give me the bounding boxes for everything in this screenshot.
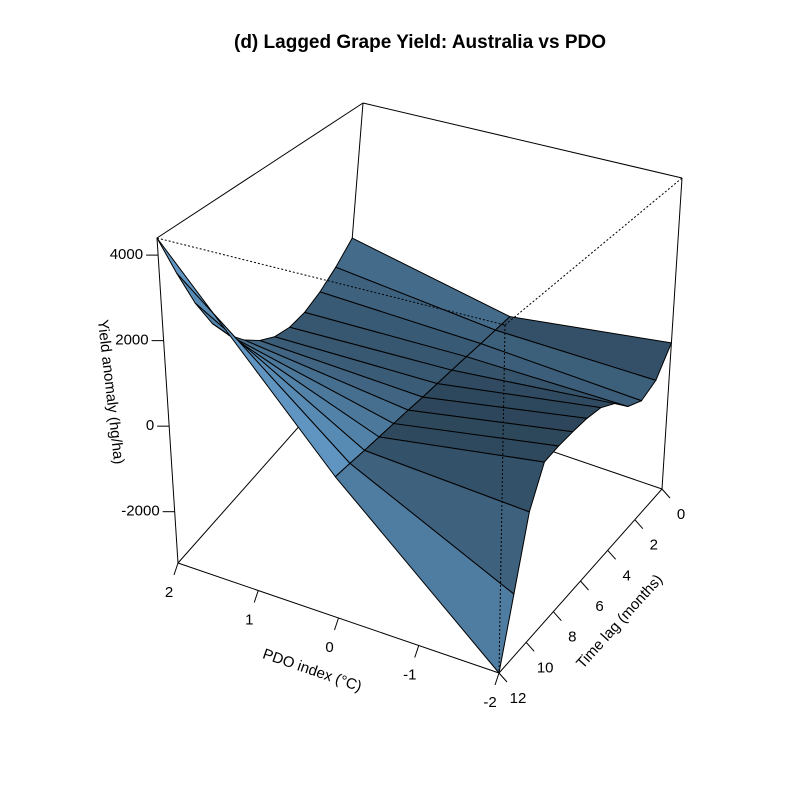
x-tick — [414, 645, 420, 658]
y-tick-label: 10 — [537, 659, 554, 676]
y-tick — [634, 519, 644, 529]
z-tick-label: 4000 — [110, 246, 143, 263]
x-tick — [334, 617, 339, 631]
y-tick-label: 8 — [568, 629, 576, 646]
y-tick-label: 12 — [510, 690, 527, 707]
x-tick-label: 1 — [245, 611, 253, 628]
surface-facet — [334, 462, 515, 674]
y-tick-label: 0 — [677, 506, 685, 523]
y-tick-label: 6 — [595, 598, 603, 615]
surface — [156, 237, 672, 674]
box-edge — [156, 237, 179, 564]
y-tick — [525, 642, 535, 652]
x-tick-label: 0 — [325, 639, 333, 656]
x-tick-label: -1 — [403, 666, 416, 683]
y-tick — [661, 488, 671, 499]
y-tick — [498, 672, 508, 683]
x-tick — [494, 672, 500, 686]
x-tick — [173, 562, 179, 576]
chart-title: (d) Lagged Grape Yield: Australia vs PDO — [234, 32, 606, 53]
box-edge — [661, 177, 683, 490]
y-tick-label: 2 — [650, 537, 658, 554]
x-axis-title: PDO index (°C) — [260, 646, 363, 696]
z-tick-label: 0 — [146, 417, 154, 434]
box-edge — [504, 177, 683, 326]
y-tick — [607, 550, 617, 560]
x-tick — [253, 590, 259, 603]
box-edge — [156, 102, 364, 239]
x-tick-label: -2 — [483, 694, 496, 711]
x-tick-label: 2 — [165, 584, 173, 601]
y-tick — [552, 611, 562, 621]
y-axis-title: Time lag (months) — [573, 571, 666, 672]
y-tick-label: 4 — [622, 567, 630, 584]
z-tick-label: -2000 — [121, 503, 159, 520]
y-tick — [580, 580, 589, 591]
box-edge — [362, 102, 683, 179]
z-tick-label: 2000 — [115, 332, 148, 349]
